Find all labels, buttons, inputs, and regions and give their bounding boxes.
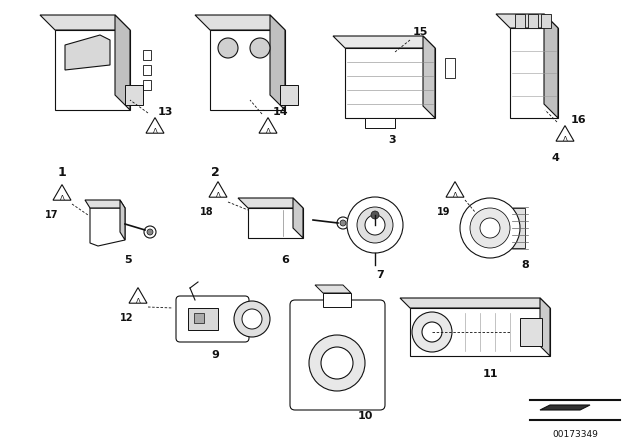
Text: $\Lambda$: $\Lambda$ xyxy=(562,134,568,142)
Text: 19: 19 xyxy=(437,207,451,217)
Bar xyxy=(323,293,351,307)
Polygon shape xyxy=(115,15,130,110)
Text: $\Lambda$: $\Lambda$ xyxy=(152,125,158,134)
Circle shape xyxy=(365,215,385,235)
Circle shape xyxy=(250,38,270,58)
Polygon shape xyxy=(270,15,285,110)
Circle shape xyxy=(309,335,365,391)
Polygon shape xyxy=(315,285,351,293)
Circle shape xyxy=(412,312,452,352)
Bar xyxy=(125,85,143,105)
Polygon shape xyxy=(55,30,130,110)
Bar xyxy=(280,85,298,105)
Polygon shape xyxy=(400,298,550,308)
Bar xyxy=(445,58,455,78)
Bar xyxy=(520,318,542,346)
Circle shape xyxy=(480,218,500,238)
Bar xyxy=(365,118,395,128)
Text: $\Lambda$: $\Lambda$ xyxy=(452,190,458,198)
Bar xyxy=(188,308,218,330)
Polygon shape xyxy=(85,200,125,208)
Text: 18: 18 xyxy=(200,207,214,217)
Polygon shape xyxy=(423,36,435,118)
Text: 1: 1 xyxy=(58,165,67,178)
Circle shape xyxy=(470,208,510,248)
Bar xyxy=(528,14,538,28)
Circle shape xyxy=(371,211,379,219)
Text: 9: 9 xyxy=(211,350,219,360)
Circle shape xyxy=(340,220,346,226)
Text: 4: 4 xyxy=(551,153,559,163)
Bar xyxy=(541,14,551,28)
Polygon shape xyxy=(65,35,110,70)
Text: 5: 5 xyxy=(124,255,132,265)
Polygon shape xyxy=(210,30,285,110)
Polygon shape xyxy=(540,298,550,356)
Circle shape xyxy=(422,322,442,342)
Circle shape xyxy=(234,301,270,337)
Circle shape xyxy=(321,347,353,379)
Bar xyxy=(410,308,550,356)
Polygon shape xyxy=(345,48,435,118)
Text: 6: 6 xyxy=(281,255,289,265)
Circle shape xyxy=(147,229,153,235)
Text: 11: 11 xyxy=(483,369,498,379)
Text: 15: 15 xyxy=(412,27,428,37)
Text: $\Lambda$: $\Lambda$ xyxy=(264,125,271,134)
Text: 14: 14 xyxy=(272,107,288,117)
Bar xyxy=(143,80,151,90)
Text: $\Lambda$: $\Lambda$ xyxy=(134,296,141,305)
Text: 00173349: 00173349 xyxy=(552,430,598,439)
Text: $\Lambda$: $\Lambda$ xyxy=(214,190,221,198)
Bar xyxy=(194,313,204,323)
Polygon shape xyxy=(544,14,558,118)
Text: 3: 3 xyxy=(388,135,396,145)
Circle shape xyxy=(347,197,403,253)
Text: 8: 8 xyxy=(521,260,529,270)
Text: 12: 12 xyxy=(120,313,134,323)
Polygon shape xyxy=(238,198,303,208)
Circle shape xyxy=(460,198,520,258)
Polygon shape xyxy=(540,405,590,410)
Polygon shape xyxy=(248,208,303,238)
Polygon shape xyxy=(510,28,558,118)
Circle shape xyxy=(357,207,393,243)
Text: $\Lambda$: $\Lambda$ xyxy=(59,193,65,202)
Polygon shape xyxy=(333,36,435,48)
Bar xyxy=(143,50,151,60)
FancyBboxPatch shape xyxy=(176,296,249,342)
FancyBboxPatch shape xyxy=(290,300,385,410)
Text: 13: 13 xyxy=(157,107,173,117)
Bar xyxy=(143,65,151,75)
Text: 7: 7 xyxy=(376,270,384,280)
Text: 17: 17 xyxy=(45,210,59,220)
Text: 10: 10 xyxy=(357,411,372,421)
Polygon shape xyxy=(120,200,125,240)
Circle shape xyxy=(218,38,238,58)
Bar xyxy=(515,14,525,28)
Polygon shape xyxy=(496,14,558,28)
Circle shape xyxy=(337,217,349,229)
Polygon shape xyxy=(40,15,130,30)
Text: 2: 2 xyxy=(211,165,220,178)
Polygon shape xyxy=(293,198,303,238)
Polygon shape xyxy=(90,208,125,246)
Polygon shape xyxy=(195,15,285,30)
Circle shape xyxy=(242,309,262,329)
Bar xyxy=(490,208,525,248)
Text: 16: 16 xyxy=(570,115,586,125)
Circle shape xyxy=(144,226,156,238)
